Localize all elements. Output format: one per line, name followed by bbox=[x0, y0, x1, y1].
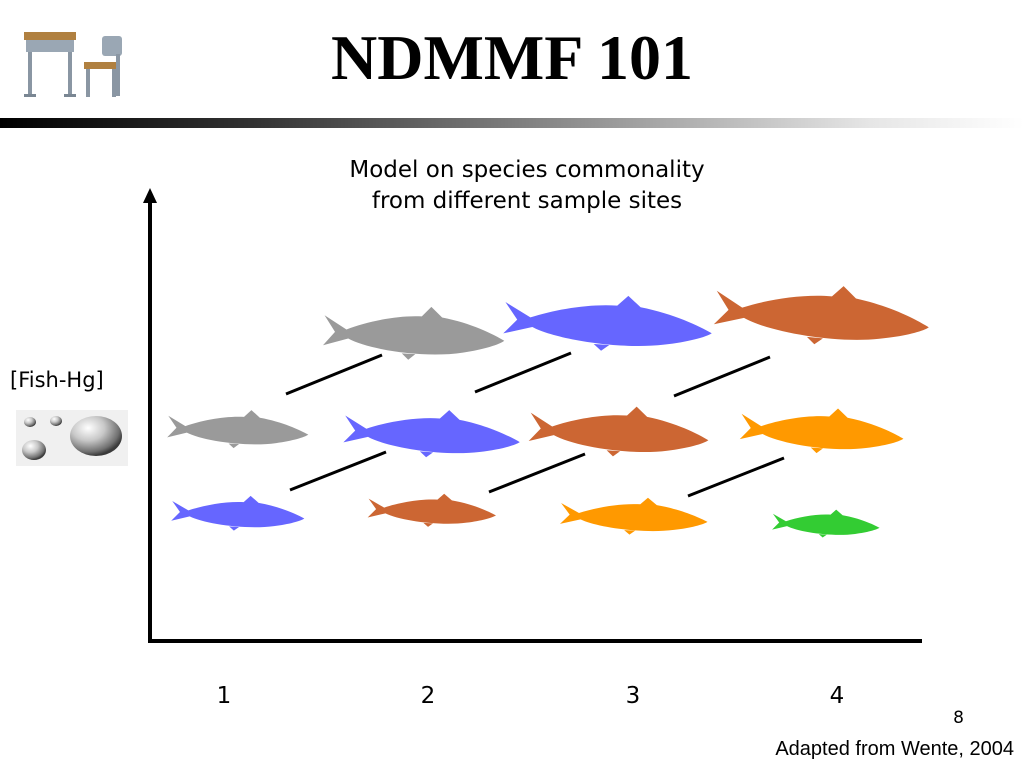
connector-line bbox=[488, 452, 586, 494]
fish-green-site4 bbox=[771, 506, 881, 541]
fish-row-middle bbox=[166, 399, 906, 464]
y-axis-arrowhead bbox=[143, 188, 157, 203]
connector-line bbox=[289, 450, 387, 492]
axes bbox=[143, 188, 922, 643]
fish-blue-site2 bbox=[342, 402, 522, 464]
x-tick-2: 2 bbox=[420, 683, 436, 709]
y-axis-label: [Fish-Hg] bbox=[10, 368, 104, 392]
fish-gray-site1 bbox=[166, 405, 310, 452]
fish-gray-site2 bbox=[322, 301, 506, 365]
subtitle-line-2: from different sample sites bbox=[371, 188, 683, 214]
x-tick-3: 3 bbox=[625, 683, 641, 709]
school-desk-chair-icon bbox=[24, 32, 122, 97]
fish-blue-site1 bbox=[170, 491, 306, 535]
fish-row-bottom bbox=[170, 489, 881, 541]
fish-orange-site4 bbox=[739, 401, 906, 460]
title-rule bbox=[0, 118, 1024, 128]
page-title: NDMMF 101 bbox=[331, 22, 693, 93]
mercury-droplets-icon bbox=[16, 410, 128, 466]
fish-rust-site4 bbox=[712, 275, 932, 355]
fish-row-top bbox=[322, 275, 932, 365]
source-credit: Adapted from Wente, 2004 bbox=[775, 738, 1014, 760]
fish-orange-site3 bbox=[559, 493, 709, 539]
connector-line bbox=[687, 456, 785, 498]
diagram-subtitle: Model on species commonality from differ… bbox=[300, 155, 754, 217]
fish-blue-site3 bbox=[502, 287, 714, 359]
connector-line bbox=[474, 351, 572, 394]
fish-rust-site3 bbox=[528, 399, 711, 463]
connector-line bbox=[673, 355, 771, 398]
subtitle-line-1: Model on species commonality bbox=[349, 157, 705, 183]
page-number: 8 bbox=[953, 708, 964, 728]
connectors bbox=[285, 351, 785, 498]
x-tick-1: 1 bbox=[216, 683, 232, 709]
fish-rust-site2 bbox=[367, 489, 497, 531]
x-tick-4: 4 bbox=[829, 683, 845, 709]
connector-line bbox=[285, 353, 383, 396]
